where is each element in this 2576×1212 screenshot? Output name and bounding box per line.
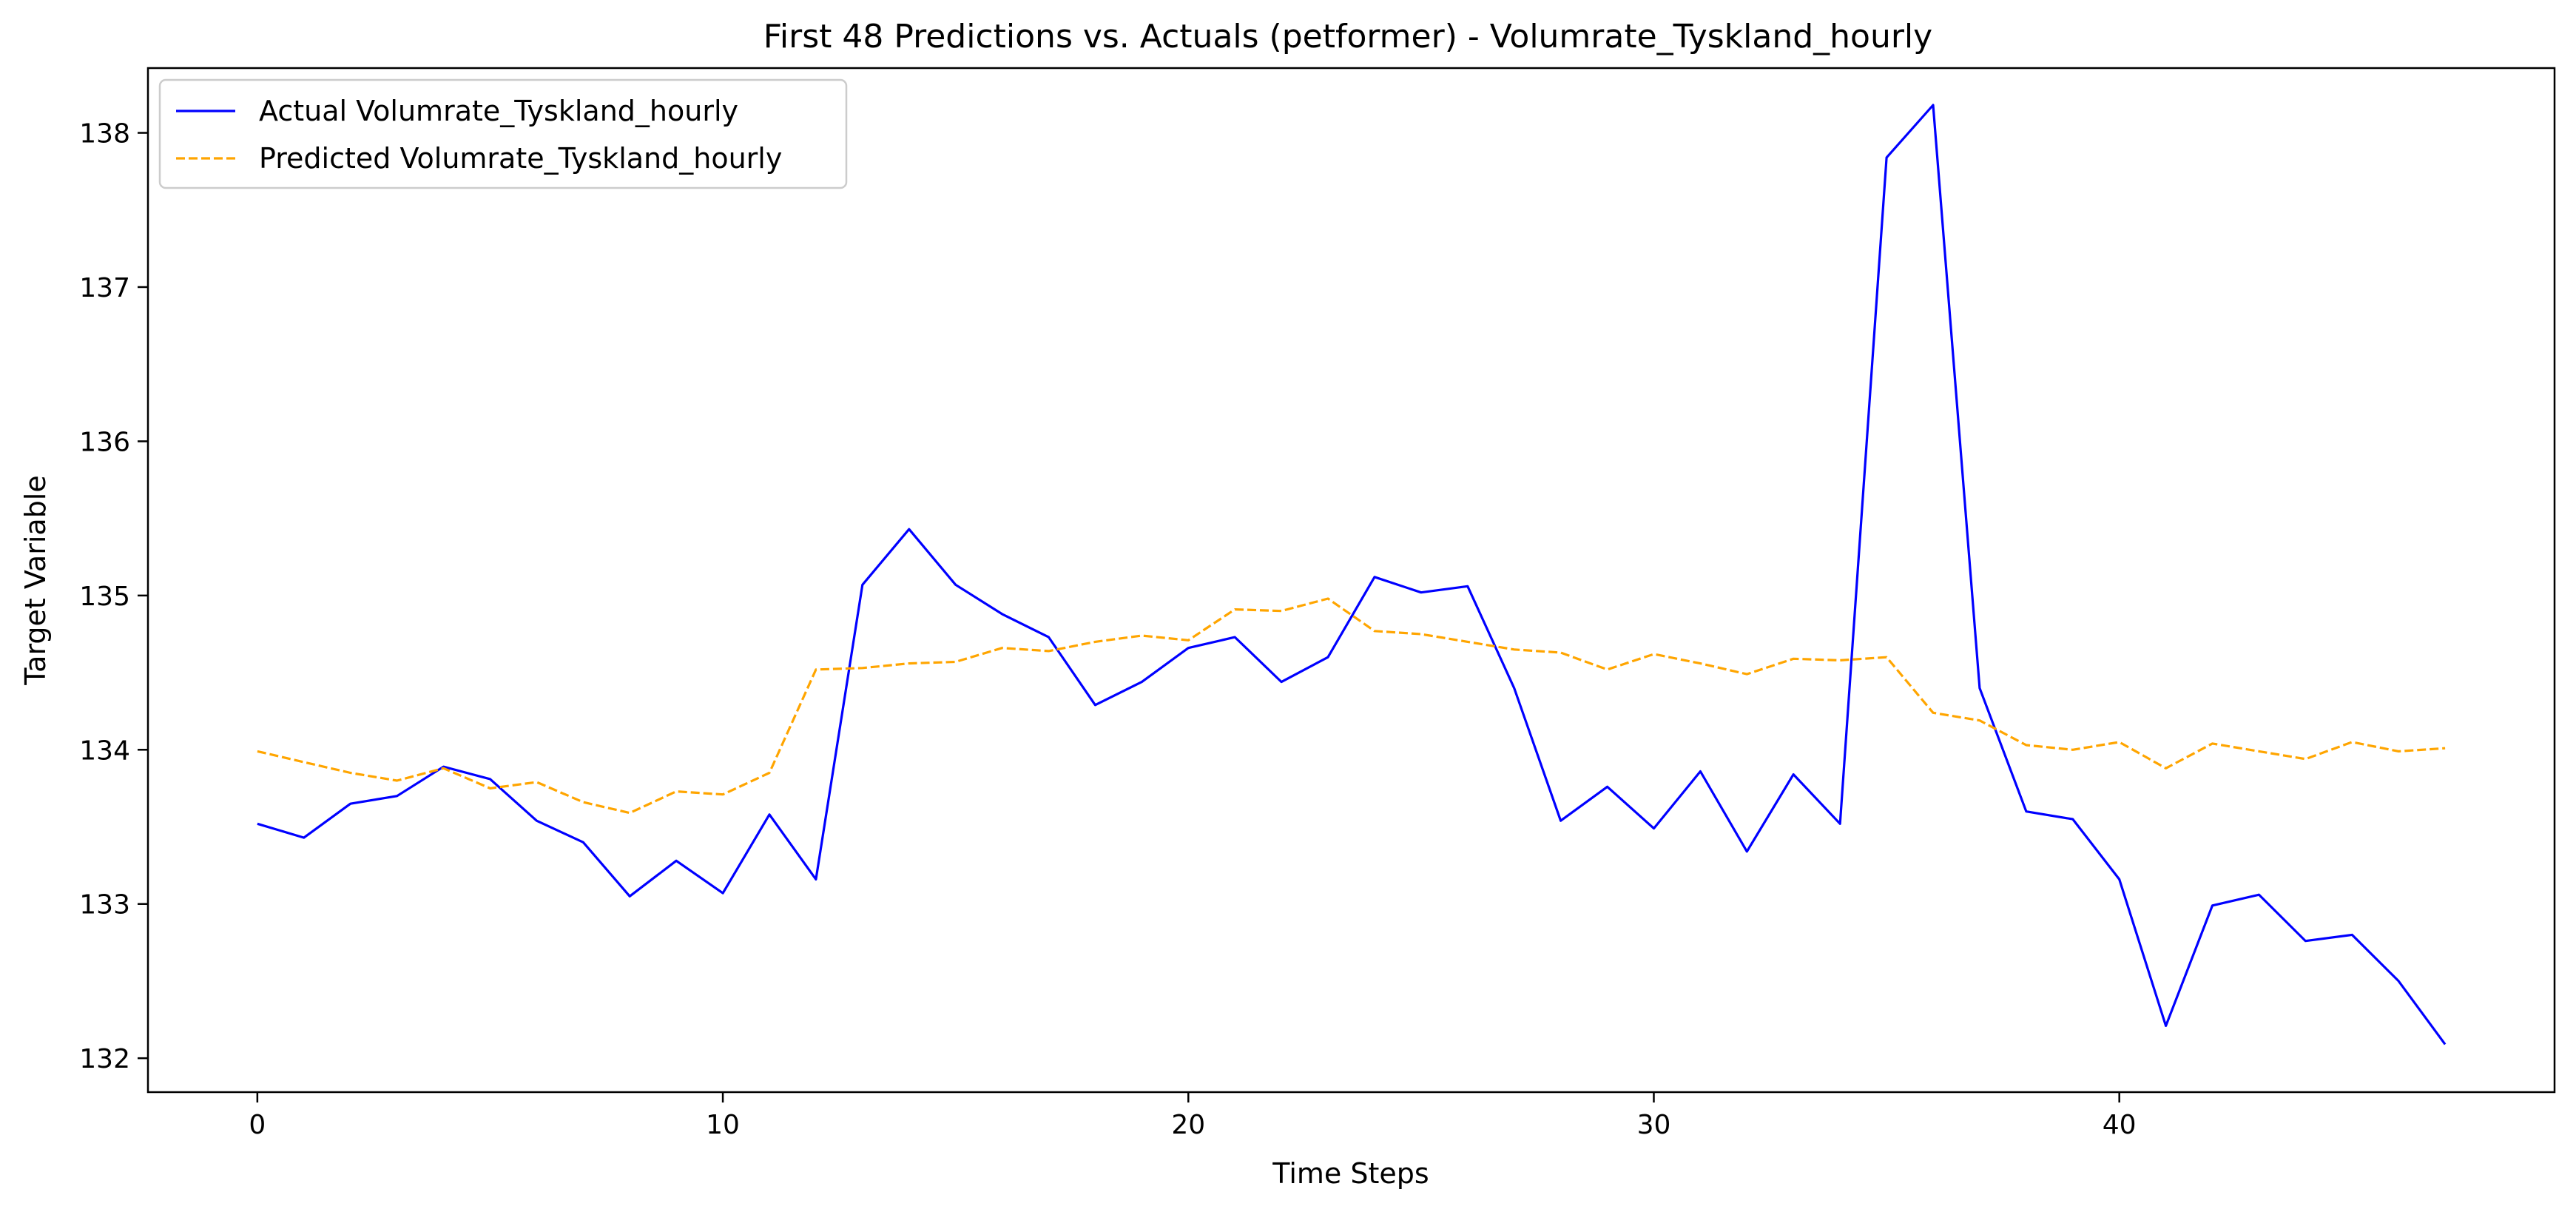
predicted-series-line bbox=[257, 597, 2446, 815]
legend-frame bbox=[158, 78, 848, 189]
chart-title: First 48 Predictions vs. Actuals (petfor… bbox=[763, 18, 1932, 55]
legend-entries: Actual Volumrate_Tyskland_hourly Predicte… bbox=[176, 95, 782, 175]
x-axis: 0 10 20 30 40 bbox=[249, 1092, 2137, 1140]
y-tick-label: 137 bbox=[79, 273, 130, 303]
actual-series-line bbox=[257, 104, 2447, 1046]
plot-background bbox=[148, 68, 2555, 1092]
y-tick-label: 138 bbox=[79, 119, 130, 149]
legend: Actual Volumrate_Tyskland_hourly Predicte… bbox=[158, 78, 848, 189]
x-axis-label: Time Steps bbox=[1272, 1157, 1429, 1190]
plot-area bbox=[146, 67, 2556, 1094]
y-tick-label: 132 bbox=[79, 1044, 130, 1074]
x-tick-label: 30 bbox=[1637, 1110, 1671, 1140]
plot-frame bbox=[146, 67, 2556, 1094]
series-layer bbox=[257, 104, 2447, 1046]
x-tick-label: 10 bbox=[706, 1110, 740, 1140]
legend-predicted-label: Predicted Volumrate_Tyskland_hourly bbox=[259, 142, 782, 175]
y-tick-label: 136 bbox=[79, 427, 130, 457]
x-tick-label: 40 bbox=[2103, 1110, 2137, 1140]
x-tick-label: 20 bbox=[1171, 1110, 1205, 1140]
y-axis-label: Target Variable bbox=[19, 475, 52, 686]
y-tick-label: 134 bbox=[79, 735, 130, 766]
y-axis: 132 133 134 135 136 137 138 bbox=[79, 119, 148, 1074]
y-tick-label: 133 bbox=[79, 890, 130, 920]
y-tick-label: 135 bbox=[79, 582, 130, 612]
x-tick-label: 0 bbox=[249, 1110, 266, 1140]
legend-actual-label: Actual Volumrate_Tyskland_hourly bbox=[259, 95, 738, 127]
